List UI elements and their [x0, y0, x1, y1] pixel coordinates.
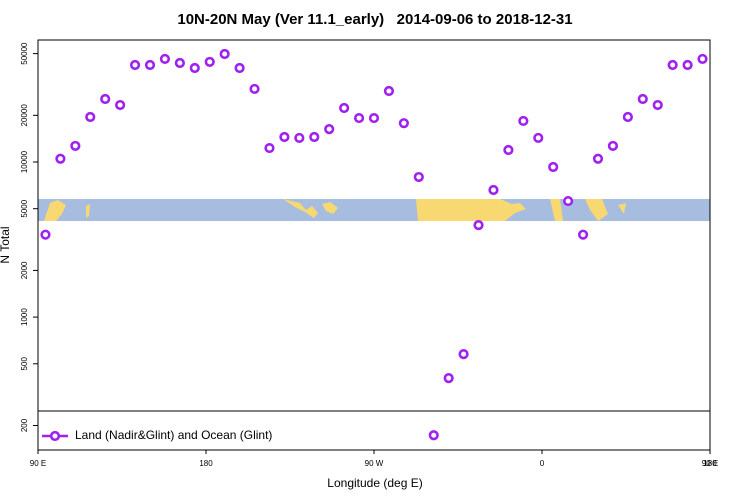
point — [115, 99, 126, 111]
point — [85, 111, 96, 123]
x-tick-label: 180 — [199, 459, 213, 468]
point — [563, 195, 574, 207]
point — [189, 62, 200, 74]
point — [667, 59, 678, 71]
x-tick-label: 90 W — [365, 459, 384, 468]
point — [622, 111, 633, 123]
point — [339, 102, 350, 114]
point — [592, 153, 604, 164]
plot-frame — [37, 39, 711, 451]
point — [129, 59, 141, 71]
chart-title: 10N-20N May (Ver 11.1_early) 2014-09-06 … — [177, 11, 572, 28]
point — [383, 85, 395, 97]
y-tick-label: 500 — [20, 357, 29, 371]
x-tick-label: 90 E — [702, 459, 718, 468]
point — [503, 144, 514, 156]
y-tick-label: 200 — [20, 418, 29, 432]
point — [443, 373, 454, 384]
point — [70, 140, 81, 152]
point — [100, 93, 111, 105]
point — [144, 59, 156, 71]
point — [204, 56, 215, 68]
point — [294, 132, 305, 144]
point — [55, 153, 66, 164]
point — [174, 57, 185, 69]
point — [398, 118, 409, 129]
y-tick-label: 50000 — [20, 42, 29, 65]
point — [607, 140, 619, 152]
point — [518, 115, 529, 127]
x-tick-label: 90 E — [30, 459, 46, 468]
y-tick-label: 10000 — [20, 150, 29, 173]
x-tick-label: 0 — [540, 459, 545, 468]
y-tick-label: 2000 — [20, 261, 29, 279]
point — [577, 229, 589, 240]
point — [473, 219, 484, 231]
legend-label: Land (Nadir&Glint) and Ocean (Glint) — [75, 428, 272, 442]
point — [324, 124, 335, 135]
point — [637, 93, 648, 105]
y-tick-label: 1000 — [20, 308, 29, 326]
point — [652, 99, 663, 111]
point — [548, 161, 559, 173]
point — [428, 430, 439, 441]
point — [40, 229, 51, 240]
map-band — [38, 199, 710, 221]
x-axis-label: Longitude (deg E) — [327, 476, 422, 490]
point — [353, 112, 365, 124]
point — [368, 112, 380, 124]
y-axis-label: N Total — [0, 226, 12, 263]
point — [697, 53, 708, 65]
y-tick-label: 20000 — [20, 104, 29, 127]
point — [413, 171, 424, 183]
point — [279, 131, 290, 143]
x-tick-label: 180 — [703, 459, 717, 468]
point — [219, 48, 230, 60]
point — [488, 184, 499, 196]
point — [234, 62, 245, 74]
legend-marker — [49, 430, 61, 442]
y-tick-label: 5000 — [20, 199, 29, 217]
point — [458, 349, 469, 360]
point — [309, 131, 320, 143]
point — [533, 132, 544, 144]
point — [682, 59, 693, 71]
point — [249, 83, 260, 95]
point — [264, 142, 275, 154]
point — [159, 53, 171, 65]
